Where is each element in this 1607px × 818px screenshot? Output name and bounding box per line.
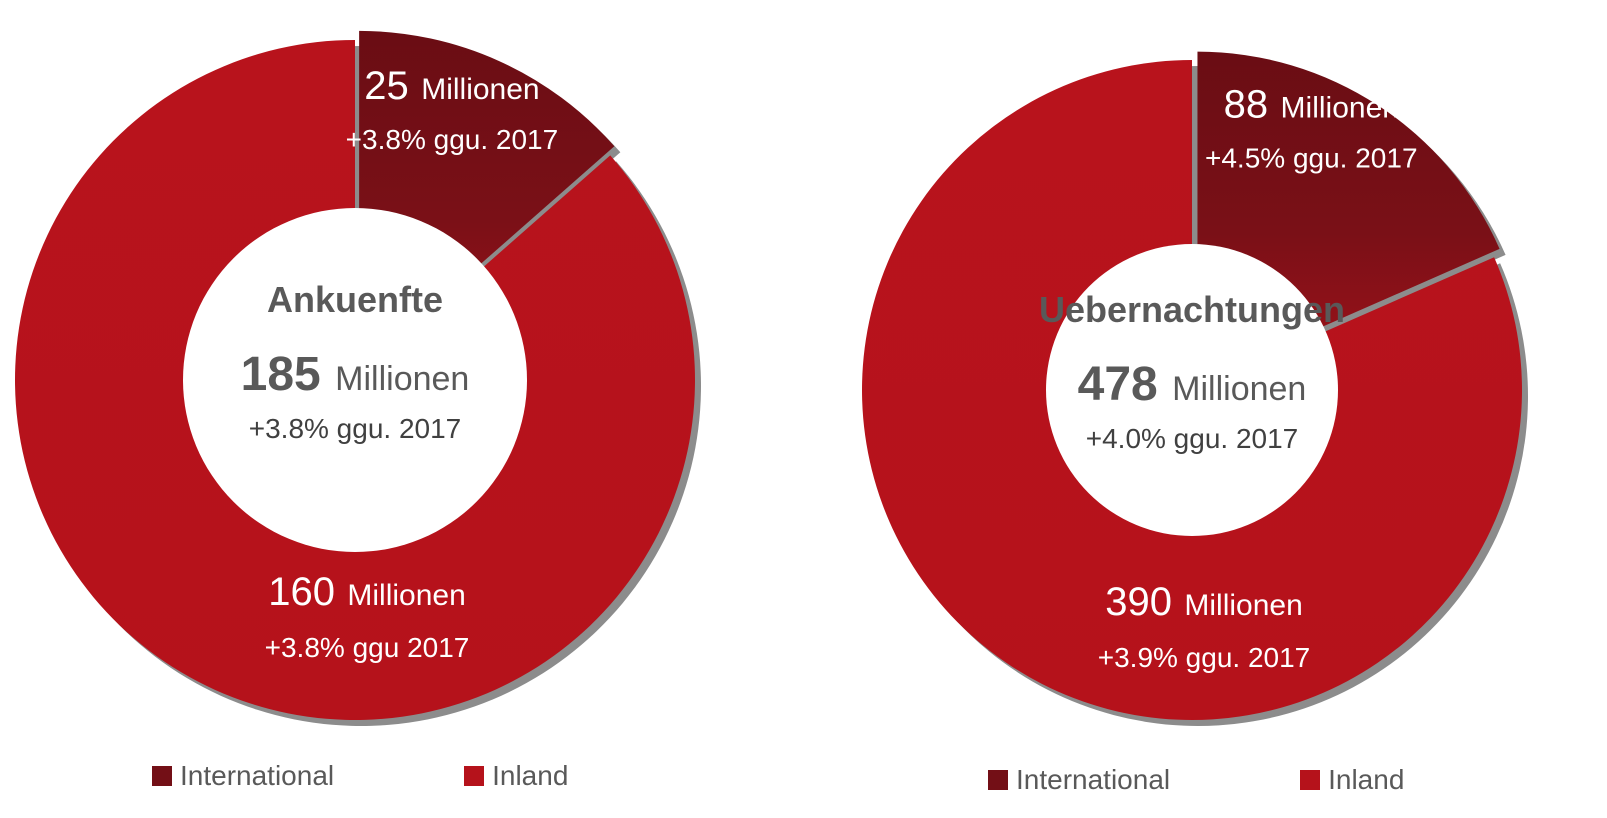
center-total: 185 Millionen (241, 348, 470, 401)
center-title: Ankuenfte (267, 279, 443, 320)
legend-uebernachtungen: International Inland (988, 764, 1404, 796)
legend-swatch-international (152, 766, 172, 786)
label-inland-change: +3.9% ggu. 2017 (1098, 642, 1311, 673)
legend-label-inland: Inland (492, 760, 569, 791)
label-inland-value: 160 Millionen (268, 570, 466, 614)
legend-swatch-inland (464, 766, 485, 786)
chart-ankuenfte: Ankuenfte 185 Millionen +3.8% ggu. 2017 … (15, 30, 701, 726)
label-inland-value: 390 Millionen (1105, 580, 1303, 624)
legend-label-inland: Inland (1328, 764, 1405, 795)
center-change: +4.0% ggu. 2017 (1086, 423, 1299, 454)
label-international-change: +4.5% ggu. 2017 (1205, 143, 1418, 174)
label-international-change: +3.8% ggu. 2017 (346, 124, 559, 155)
center-total: 478 Millionen (1078, 358, 1307, 411)
center-hole (1046, 244, 1338, 536)
center-hole (183, 208, 527, 552)
total-unit: Millionen (335, 360, 469, 398)
chart-uebernachtungen: Uebernachtungen 478 Millionen +4.0% ggu.… (861, 51, 1529, 726)
label-international-value: 25 Millionen (364, 64, 539, 108)
legend-label-international: International (1016, 764, 1171, 795)
center-title: Uebernachtungen (1039, 289, 1345, 330)
label-international-value: 88 Millionen (1224, 83, 1399, 127)
label-inland-change: +3.8% ggu 2017 (265, 632, 470, 663)
legend-swatch-international (988, 770, 1008, 790)
center-change: +3.8% ggu. 2017 (249, 413, 462, 444)
legend-label-international: International (180, 760, 335, 791)
total-value: 185 (241, 348, 321, 401)
legend-swatch-inland (1300, 770, 1321, 790)
legend-ankuenfte: International Inland (152, 760, 568, 792)
total-unit: Millionen (1172, 370, 1306, 408)
total-value: 478 (1078, 358, 1158, 411)
